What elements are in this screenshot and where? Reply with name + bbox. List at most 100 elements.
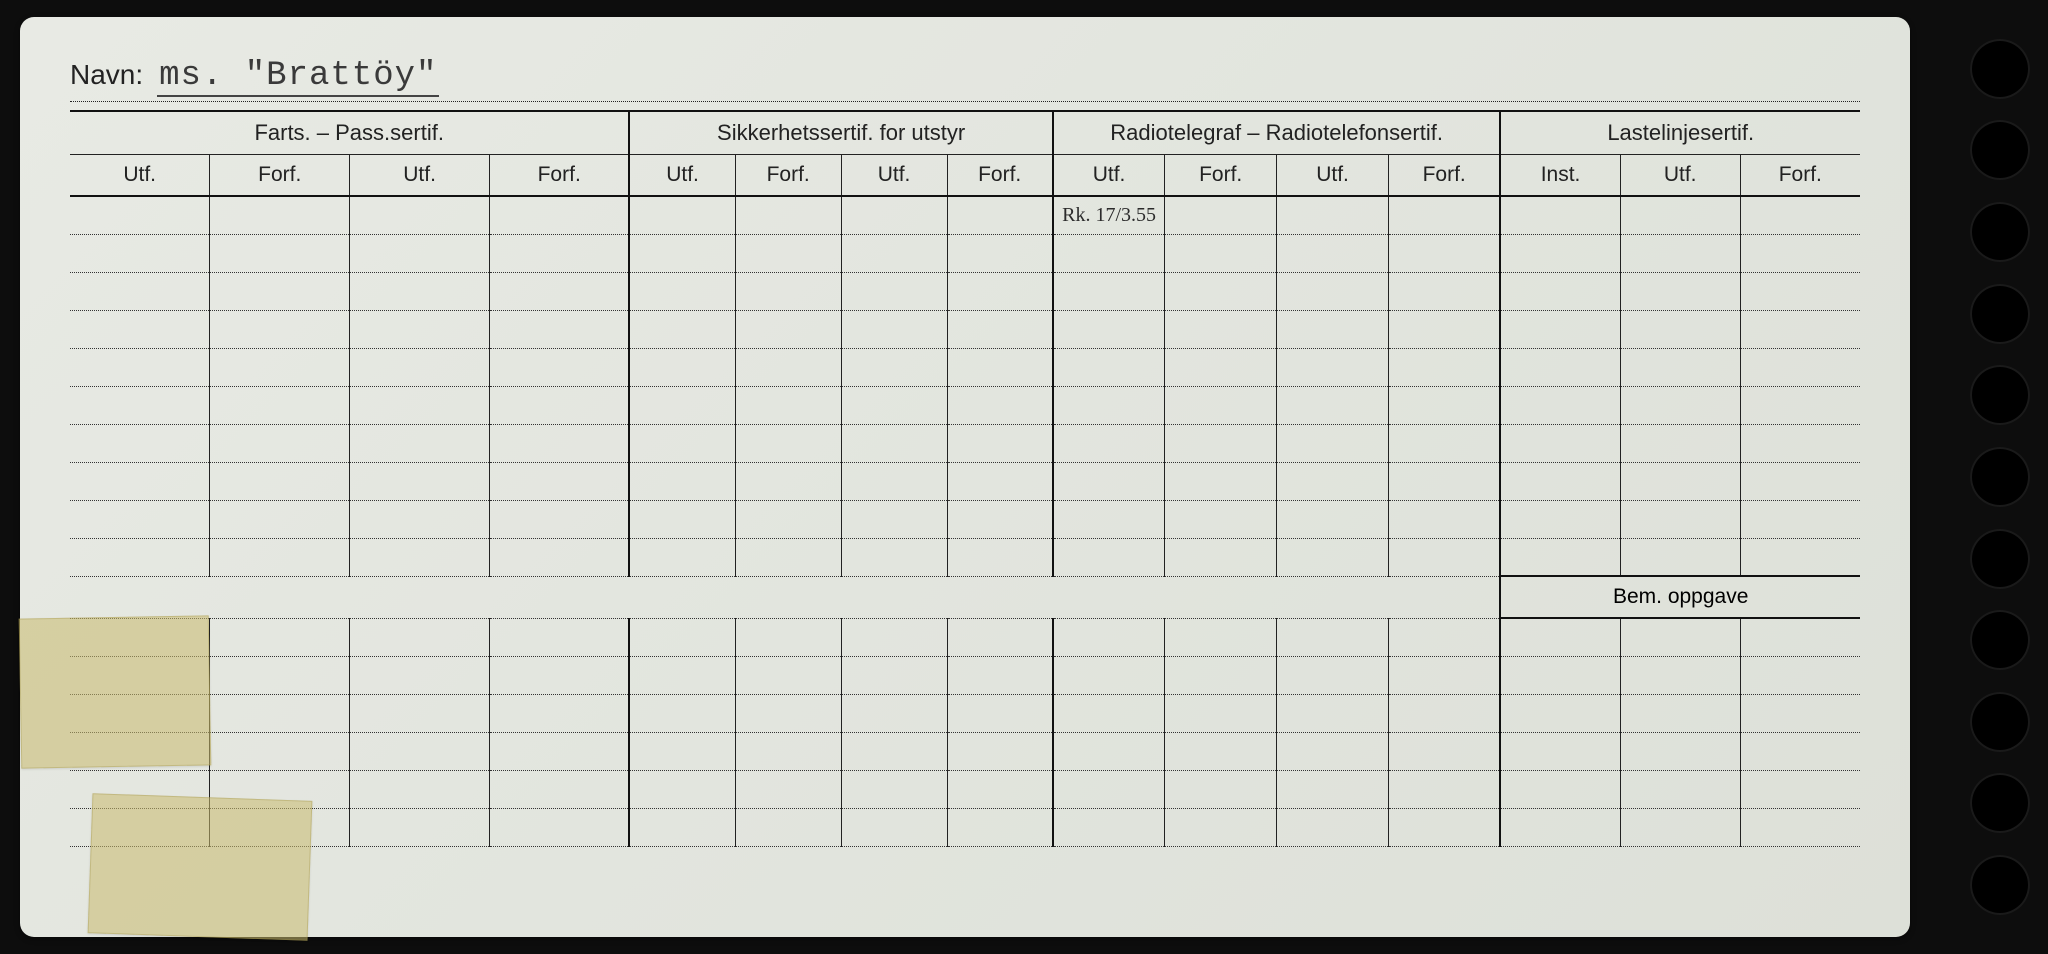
table-cell <box>350 618 490 656</box>
table-cell <box>629 500 735 538</box>
column-header: Utf. <box>70 155 210 197</box>
table-body-top: Rk. 17/3.55 <box>70 196 1860 576</box>
table-cell <box>947 196 1053 234</box>
table-cell <box>841 424 947 462</box>
table-cell <box>210 462 350 500</box>
table-cell <box>1740 196 1860 234</box>
table-cell <box>1053 694 1165 732</box>
table-cell <box>1277 348 1389 386</box>
table-cell <box>1740 310 1860 348</box>
table-cell <box>841 310 947 348</box>
table-cell <box>490 310 630 348</box>
table-cell <box>1500 618 1620 656</box>
table-cell <box>1165 310 1277 348</box>
table-cell <box>629 656 735 694</box>
table-cell <box>629 732 735 770</box>
punch-hole <box>1970 120 2030 180</box>
table-cell <box>210 386 350 424</box>
table-cell <box>947 310 1053 348</box>
table-cell <box>735 618 841 656</box>
table-cell <box>1277 732 1389 770</box>
table-cell <box>1053 272 1165 310</box>
table-cell <box>350 500 490 538</box>
table-cell <box>1053 808 1165 846</box>
column-header: Utf. <box>1277 155 1389 197</box>
table-cell <box>350 310 490 348</box>
table-cell <box>947 694 1053 732</box>
column-header: Utf. <box>1053 155 1165 197</box>
column-header: Forf. <box>735 155 841 197</box>
table-cell <box>1165 272 1277 310</box>
table-row <box>70 348 1860 386</box>
table-cell <box>490 462 630 500</box>
table-cell <box>490 770 630 808</box>
table-cell <box>1620 732 1740 770</box>
table-cell <box>841 656 947 694</box>
table-cell <box>1389 462 1501 500</box>
table-cell <box>1053 500 1165 538</box>
table-cell <box>1389 234 1501 272</box>
table-cell <box>350 770 490 808</box>
table-cell <box>1389 732 1501 770</box>
table-cell <box>210 310 350 348</box>
table-cell <box>1740 272 1860 310</box>
table-cell <box>841 234 947 272</box>
table-cell <box>1500 694 1620 732</box>
table-cell <box>735 694 841 732</box>
table-cell <box>947 234 1053 272</box>
table-cell <box>70 424 210 462</box>
table-cell <box>841 348 947 386</box>
table-cell <box>1500 500 1620 538</box>
punch-hole <box>1970 773 2030 833</box>
table-cell <box>841 196 947 234</box>
table-cell <box>735 462 841 500</box>
table-cell <box>1165 424 1277 462</box>
table-cell <box>1620 348 1740 386</box>
table-cell <box>735 272 841 310</box>
table-cell <box>1740 694 1860 732</box>
table-cell <box>1389 618 1501 656</box>
table-cell <box>70 196 210 234</box>
table-cell <box>735 808 841 846</box>
table-cell <box>1165 234 1277 272</box>
table-row <box>70 618 1860 656</box>
table-cell <box>1165 732 1277 770</box>
bem-oppgave-header: Bem. oppgave <box>1500 576 1860 618</box>
group-header: Farts. – Pass.sertif. <box>70 111 629 155</box>
table-cell <box>1500 656 1620 694</box>
group-header: Radiotelegraf – Radiotelefonsertif. <box>1053 111 1501 155</box>
table-cell <box>947 500 1053 538</box>
table-cell <box>70 310 210 348</box>
table-cell <box>210 500 350 538</box>
table-cell <box>1053 770 1165 808</box>
table-cell <box>350 272 490 310</box>
table-cell <box>210 732 350 770</box>
table-cell <box>490 538 630 576</box>
table-cell <box>1277 462 1389 500</box>
punch-hole <box>1970 39 2030 99</box>
table-cell <box>350 808 490 846</box>
table-row <box>70 538 1860 576</box>
table-cell <box>1389 424 1501 462</box>
table-cell <box>1620 694 1740 732</box>
table-cell <box>841 808 947 846</box>
table-cell <box>490 808 630 846</box>
table-cell <box>1165 386 1277 424</box>
table-cell <box>210 656 350 694</box>
punch-hole <box>1970 855 2030 915</box>
punch-hole <box>1970 202 2030 262</box>
table-cell <box>210 348 350 386</box>
table-cell <box>629 694 735 732</box>
table-cell <box>210 234 350 272</box>
table-cell <box>1277 196 1389 234</box>
table-cell <box>629 272 735 310</box>
table-cell <box>735 310 841 348</box>
table-cell <box>1389 770 1501 808</box>
table-cell <box>1277 234 1389 272</box>
table-cell <box>490 732 630 770</box>
table-cell <box>947 272 1053 310</box>
table-cell <box>70 272 210 310</box>
table-cell <box>1740 732 1860 770</box>
table-cell <box>1389 272 1501 310</box>
table-cell <box>1053 538 1165 576</box>
